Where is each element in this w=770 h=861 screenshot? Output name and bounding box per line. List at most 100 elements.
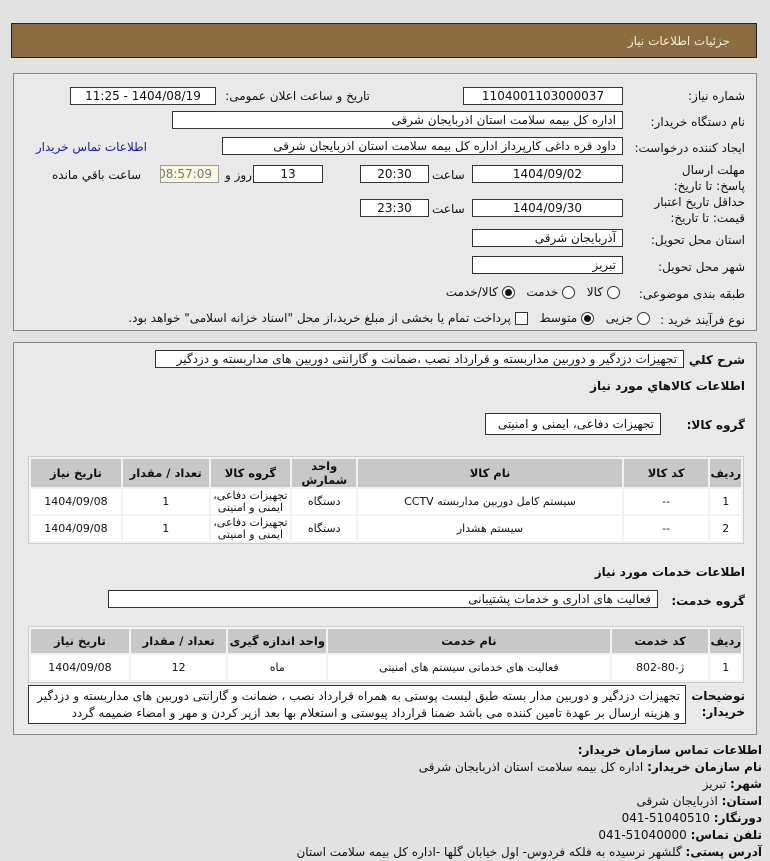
contact-item: شهر: تبریز <box>296 776 762 793</box>
treasury-payment-checkbox[interactable]: پرداخت تمام یا بخشی از مبلغ خرید،از محل … <box>128 311 528 325</box>
deadline-time-label: ساعت <box>432 168 465 182</box>
goods-heading: اطلاعات کالاهاي مورد نیاز <box>590 379 745 393</box>
contact-item: تلفن تماس: 51040000-041 <box>296 827 762 844</box>
notes-label: توضیحات خریدار: <box>691 689 745 719</box>
announce-field: 1404/08/19 - 11:25 <box>70 87 216 105</box>
contact-label: استان: <box>721 794 762 808</box>
buyer-field: اداره کل بیمه سلامت استان اذربایجان شرقی <box>172 111 623 129</box>
column-header: واحد اندازه گیری <box>228 629 327 653</box>
contact-label: دورنگار: <box>713 811 762 825</box>
contact-label: شهر: <box>730 777 762 791</box>
table-cell: 1 <box>710 489 741 514</box>
table-cell: 1404/09/08 <box>31 516 121 541</box>
column-header: کد کالا <box>623 459 709 487</box>
table-cell: دستگاه <box>292 489 357 514</box>
contact-label: آدرس پستی: <box>685 845 762 859</box>
services-heading: اطلاعات خدمات مورد نیاز <box>594 565 745 579</box>
column-header: واحد شمارش <box>292 459 357 487</box>
table-row: 1 ژ-80-802 فعالیت های خدماتی سیستم های امن… <box>31 655 741 680</box>
need-number-field: 1104001103000037 <box>463 87 623 105</box>
deadline-date-field: 1404/09/02 <box>472 165 623 183</box>
category-radio-goods-service[interactable]: کالا/خدمت <box>446 285 515 299</box>
table-cell: تجهیزات دفاعی، ایمنی و امنیتی <box>210 516 291 541</box>
column-header: تاریخ نیاز <box>31 459 121 487</box>
validity-time-field: 23:30 <box>360 199 429 217</box>
remaining-label: ساعت باقي مانده <box>52 168 142 182</box>
contact-label: تلفن تماس: <box>690 828 762 842</box>
contact-label: نام سازمان خریدار: <box>647 760 762 774</box>
column-header: ردیف <box>710 629 741 653</box>
table-cell: 1 <box>122 516 209 541</box>
contact-value: گلشهر نرسیده به فلکه فردوس- اول خیابان گ… <box>296 845 682 859</box>
table-cell: 1404/09/08 <box>31 489 121 514</box>
creator-field: داود قره داغی کارپرداز اداره کل بیمه سلا… <box>222 137 623 155</box>
category-radio-group: کالا خدمت کالا/خدمت <box>446 285 620 299</box>
city-label: شهر محل تحویل: <box>658 260 745 274</box>
table-cell: -- <box>623 489 709 514</box>
table-cell: 2 <box>710 516 741 541</box>
column-header: تعداد / مقدار <box>122 459 209 487</box>
validity-time-label: ساعت <box>432 202 465 216</box>
process-radio-minor[interactable]: جزیی <box>606 311 650 325</box>
table-cell: سیستم کامل دوربین مداربسته CCTV <box>358 489 622 514</box>
contact-heading: اطلاعات تماس سازمان خریدار: <box>577 743 762 757</box>
contact-item: دورنگار: 51040510-041 <box>296 810 762 827</box>
remaining-time-field: 08:57:09 <box>160 165 219 183</box>
table-cell: 12 <box>130 655 227 680</box>
column-header: تعداد / مقدار <box>130 629 227 653</box>
buyer-contact-link[interactable]: اطلاعات تماس خریدار <box>35 140 147 154</box>
column-header: ردیف <box>710 459 741 487</box>
table-cell: 1 <box>710 655 741 680</box>
process-radio-group: جزیی متوسط پرداخت تمام یا بخشی از مبلغ خ… <box>128 311 650 325</box>
contact-value: تبریز <box>702 777 727 791</box>
table-cell: ماه <box>228 655 327 680</box>
column-header: کد خدمت <box>611 629 709 653</box>
goods-group-label: گروه کالا: <box>686 418 745 432</box>
table-cell: سیستم هشدار <box>358 516 622 541</box>
deadline-time-field: 20:30 <box>360 165 429 183</box>
days-field: 13 <box>253 165 323 183</box>
days-label: روز و <box>225 168 252 182</box>
deadline-label: مهلت ارسال پاسخ: تا تاریخ: <box>673 163 745 193</box>
validity-label: حداقل تاریخ اعتبار قیمت: تا تاریخ: <box>654 195 745 225</box>
services-table: ردیف کد خدمت نام خدمت واحد اندازه گیری تعداد… <box>28 626 744 683</box>
buyer-label: نام دستگاه خریدار: <box>650 115 746 129</box>
category-radio-goods[interactable]: کالا <box>587 285 620 299</box>
contact-value: 51040000-041 <box>598 828 687 842</box>
process-radio-medium[interactable]: متوسط <box>539 311 595 325</box>
summary-field: تجهیزات دزدگیر و دوربین مداربسته و قرارد… <box>155 350 684 368</box>
need-number-label: شماره نیاز: <box>688 89 745 103</box>
contact-value: اداره کل بیمه سلامت استان اذربایجان شرقی <box>418 760 644 774</box>
creator-label: ایجاد کننده درخواست: <box>634 141 745 155</box>
column-header: گروه کالا <box>210 459 291 487</box>
category-radio-service[interactable]: خدمت <box>526 285 576 299</box>
column-header: نام کالا <box>358 459 622 487</box>
validity-date-field: 1404/09/30 <box>472 199 623 217</box>
table-cell: 1404/09/08 <box>31 655 129 680</box>
table-cell: تجهیزات دفاعی، ایمنی و امنیتی <box>210 489 291 514</box>
city-field: تبریز <box>472 256 623 274</box>
table-cell: 1 <box>122 489 209 514</box>
contact-value: اذربایجان شرقی <box>636 794 718 808</box>
page-header: جزئیات اطلاعات نیاز <box>11 23 757 58</box>
table-cell: ژ-80-802 <box>611 655 709 680</box>
column-header: تاریخ نیاز <box>31 629 129 653</box>
table-cell: فعالیت های خدماتی سیستم های امنیتی <box>328 655 610 680</box>
buyer-contact-section: اطلاعات تماس سازمان خریدار: نام سازمان خ… <box>296 742 762 861</box>
goods-group-field: تجهیزات دفاعی، ایمنی و امنیتی <box>485 413 661 435</box>
notes-field: تجهیزات دزدگیر و دوربین مدار بسته طبق لی… <box>28 685 686 724</box>
column-header: نام خدمت <box>328 629 610 653</box>
goods-table: ردیف کد کالا نام کالا واحد شمارش گروه کالا تع… <box>28 456 744 544</box>
category-label: طبقه بندی موضوعی: <box>638 287 745 301</box>
table-cell: دستگاه <box>292 516 357 541</box>
table-cell: -- <box>623 516 709 541</box>
service-group-field: فعالیت های اداری و خدمات پشتیبانی <box>108 590 658 608</box>
contact-value: 51040510-041 <box>621 811 710 825</box>
page-title: جزئیات اطلاعات نیاز <box>627 34 730 48</box>
contact-item: نام سازمان خریدار: اداره کل بیمه سلامت ا… <box>296 759 762 776</box>
contact-item: استان: اذربایجان شرقی <box>296 793 762 810</box>
announce-label: تاریخ و ساعت اعلان عمومی: <box>225 89 370 103</box>
service-group-label: گروه خدمت: <box>671 594 745 608</box>
table-row: 1 -- سیستم کامل دوربین مداربسته CCTV دستگاه… <box>31 489 741 514</box>
table-row: 2 -- سیستم هشدار دستگاه تجهیزات دفاعی، ایمنی… <box>31 516 741 541</box>
